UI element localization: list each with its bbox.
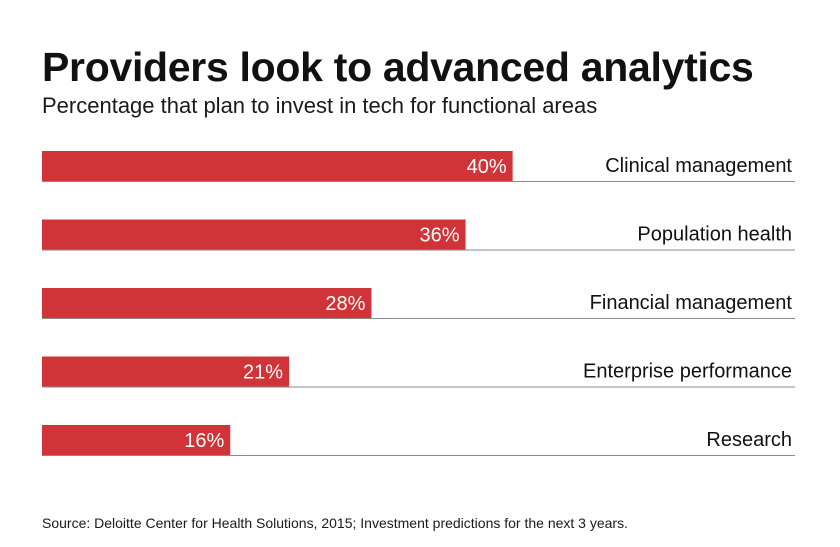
bar-value-label: 36% — [420, 225, 460, 247]
source-note: Source: Deloitte Center for Health Solut… — [42, 515, 628, 531]
bar-clinical-management — [42, 151, 513, 181]
chart-subtitle: Percentage that plan to invest in tech f… — [42, 93, 598, 118]
category-label: Enterprise performance — [583, 361, 792, 383]
category-label: Clinical management — [605, 155, 792, 177]
category-label: Research — [706, 429, 792, 451]
category-label: Financial management — [590, 292, 793, 314]
bar-financial-management — [42, 288, 372, 318]
bar-population-health — [42, 219, 466, 250]
chart-title: Providers look to advanced analytics — [42, 44, 754, 90]
bar-enterprise-performance — [42, 356, 290, 387]
bar-value-label: 28% — [325, 293, 365, 315]
bar-research — [42, 425, 231, 455]
category-label: Population health — [637, 224, 792, 246]
bar-value-label: 16% — [184, 430, 224, 452]
bar-value-label: 40% — [467, 156, 507, 178]
bar-value-label: 21% — [243, 362, 283, 384]
